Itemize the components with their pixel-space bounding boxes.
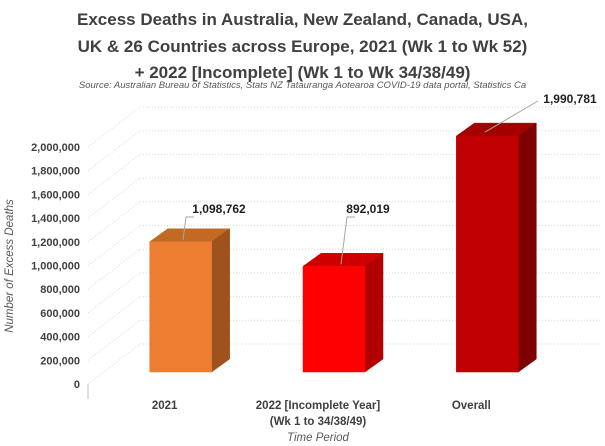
leader-line-1 bbox=[182, 216, 194, 240]
y-tick-label: 600,000 bbox=[40, 308, 80, 320]
category-label-3: Overall bbox=[452, 400, 491, 412]
y-tick-label: 1,800,000 bbox=[31, 166, 80, 178]
leader-line-3 bbox=[484, 100, 539, 133]
y-gridline-side bbox=[87, 272, 141, 314]
y-gridline-side bbox=[87, 296, 141, 337]
bar-side-3 bbox=[518, 122, 537, 373]
y-tick-label: 400,000 bbox=[40, 332, 80, 344]
x-axis-title: Time Period bbox=[287, 432, 349, 444]
y-tick-label: 200,000 bbox=[40, 355, 80, 367]
category-label-2: 2022 [Incomplete Year] bbox=[256, 400, 381, 412]
y-tick-label: 1,600,000 bbox=[31, 189, 80, 201]
chart-title-line-2: UK & 26 Countries across Europe, 2021 (W… bbox=[77, 36, 528, 56]
y-tick-label: 1,000,000 bbox=[31, 261, 80, 273]
bar-side-2 bbox=[364, 252, 384, 373]
chart-title-line-1: Excess Deaths in Australia, New Zealand,… bbox=[77, 10, 528, 29]
y-gridline-side bbox=[87, 201, 141, 243]
y-gridline-side bbox=[87, 154, 141, 195]
y-gridline-side bbox=[87, 106, 141, 148]
y-axis-title: Number of Excess Deaths bbox=[4, 199, 16, 333]
y-gridline-side bbox=[87, 177, 141, 219]
y-gridline-side bbox=[87, 319, 141, 361]
bar-side-1 bbox=[211, 228, 230, 373]
y-tick-label: 2,000,000 bbox=[31, 142, 80, 154]
leader-line-2 bbox=[340, 216, 355, 265]
y-tick-label: 1,400,000 bbox=[31, 213, 80, 225]
bar-front-1 bbox=[149, 241, 212, 373]
bar-front-2 bbox=[302, 266, 366, 373]
y-tick-label: 800,000 bbox=[40, 284, 80, 296]
y-gridline-side bbox=[87, 248, 141, 290]
data-label-3: 1,990,781 bbox=[543, 92, 597, 106]
y-gridline-side bbox=[87, 130, 141, 172]
y-tick-label: 1,200,000 bbox=[31, 237, 80, 249]
chart-title: Excess Deaths in Australia, New Zealand,… bbox=[0, 7, 605, 87]
data-label-2: 892,019 bbox=[346, 202, 390, 216]
category-label-1: 2021 bbox=[152, 400, 178, 412]
chart-title-line-3: + 2022 [Incomplete] (Wk 1 to Wk 34/38/49… bbox=[134, 63, 471, 82]
category-label-2: (Wk 1 to 34/38/49) bbox=[270, 416, 367, 428]
bar-front-3 bbox=[456, 135, 519, 373]
y-gridline-side bbox=[87, 225, 141, 266]
y-tick-label: 0 bbox=[74, 379, 80, 391]
y-gridline-side bbox=[87, 343, 141, 385]
chart-source: Source: Australian Bureau of Statistics,… bbox=[78, 80, 527, 91]
data-label-1: 1,098,762 bbox=[192, 202, 246, 216]
